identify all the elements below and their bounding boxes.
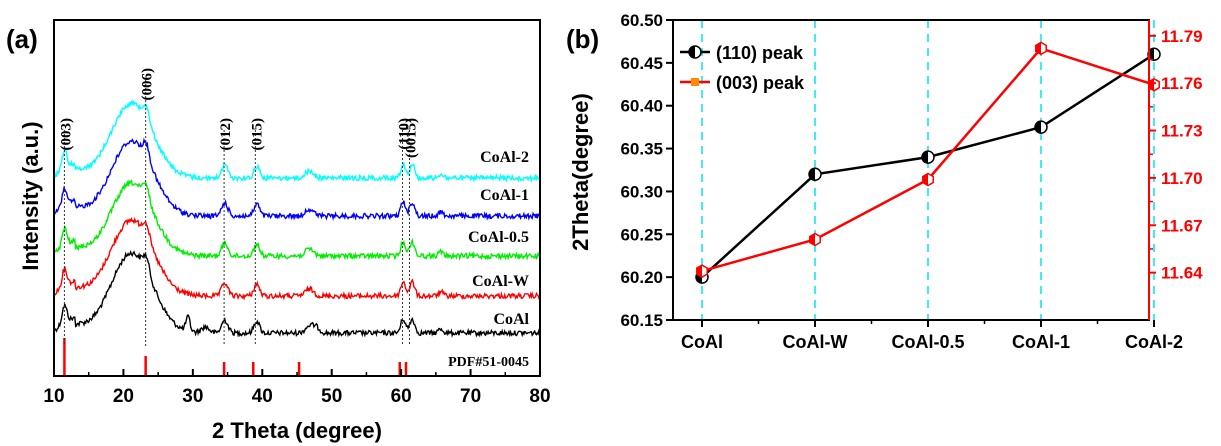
point-003-half [696,265,702,278]
x-tick-label-a: 40 [252,386,273,407]
peak-series [695,41,1161,284]
plot-frame-b [672,19,1150,321]
y-axis-ticks-left: 60.15 60.20 60.25 60.30 60.35 60.40 60.45 60.50 [620,11,673,330]
y-tick-label-left: 60.25 [620,225,663,244]
panel-b-label: (b) [566,24,599,54]
xrd-curve-CoAl-1 [53,137,541,221]
point-110-half [1035,121,1041,134]
x-axis-ticks-a: 10 20 30 40 50 60 70 80 [43,369,551,407]
legend-marker-110-half [689,46,695,58]
y-tick-label-right: 11.76 [1161,74,1203,93]
x-axis-label-a: 2 Theta (degree) [212,418,382,443]
pdf-reference-lines [63,338,408,376]
y-tick-label-left: 60.35 [620,140,663,159]
x-category-label: CoAl-W [783,332,848,352]
panel-a-label: (a) [6,24,38,54]
peak-label: (0015) [403,118,419,158]
sample-label: CoAl-0.5 [468,229,529,246]
y-tick-label-left: 60.45 [620,54,663,73]
y-tick-label-left: 60.50 [620,11,663,30]
peak-markers: (003) (006) (012) (015) (110)(0015) [58,68,419,346]
legend-label-110: (110) peak [716,43,804,63]
sample-label: CoAl [493,311,529,328]
y-axis-label-a: Intensity (a.u.) [18,121,43,270]
point-110-half [809,168,815,181]
legend-label-003: (003) peak [716,73,805,93]
x-category-label: CoAl-0.5 [891,332,964,352]
point-003-half [1035,42,1041,55]
y-tick-label-right: 11.67 [1161,216,1203,235]
sample-label: CoAl-2 [480,149,529,166]
xrd-curve-CoAl-0.5 [53,178,541,262]
y-axis-label-b: 2Theta(degree) [568,93,593,251]
x-category-label: CoAl-2 [1125,332,1183,352]
point-003-half [809,233,815,246]
y-tick-label-right: 11.73 [1161,122,1203,141]
peak-label: (110) [397,118,413,150]
panel-b-peak-shift: (b) 60.1560.2060.2560.3060.3560.4060.456… [566,11,1203,352]
plot-frame-a [53,19,541,377]
legend: (110) peak (003) peak [680,43,805,93]
point-003-half [1148,78,1154,91]
xrd-curve-CoAl [53,249,541,338]
xrd-curves [53,99,541,338]
x-tick-label-a: 20 [113,386,134,407]
point-003-half [922,173,928,186]
sample-labels: CoAl CoAl-W CoAl-0.5 CoAl-1 CoAl-2 [468,149,529,328]
panel-a-xrd: (a) (003) (006) (012) (015) (110)(0015) CoAl… [6,19,551,443]
y-tick-label-left: 60.30 [620,182,663,201]
category-guide-lines [701,20,1155,320]
pdf-label: PDF#51-0045 [448,355,529,370]
y-tick-label-left: 60.40 [620,97,663,116]
x-tick-label-a: 10 [43,386,64,407]
x-tick-label-a: 30 [182,386,203,407]
legend-marker-003 [691,78,699,86]
sample-label: CoAl-1 [480,187,529,204]
peak-label: (012) [218,118,234,151]
x-tick-label-a: 50 [321,386,342,407]
x-tick-label-a: 70 [460,386,481,407]
y-axis-ticks-right: 11.64 11.67 11.70 11.73 11.76 11.79 [1149,27,1203,283]
y-tick-label-left: 60.20 [620,268,663,287]
point-110-half [922,151,928,164]
y-tick-label-left: 60.15 [620,311,663,330]
x-category-label: CoAl-1 [1012,332,1070,352]
peak-label: (006) [140,68,156,101]
x-tick-label-a: 60 [391,386,412,407]
y-tick-label-right: 11.70 [1161,169,1203,188]
xrd-curve-CoAl-W [53,216,541,301]
xrd-curve-CoAl-2 [53,99,541,184]
peak-label: (015) [249,118,265,151]
y-tick-label-right: 11.79 [1161,27,1203,46]
y-tick-label-right: 11.64 [1161,264,1203,283]
x-axis-categories-b: CoAl CoAl-W CoAl-0.5 CoAl-1 CoAl-2 [681,320,1183,352]
x-tick-label-a: 80 [529,386,550,407]
peak-label: (003) [58,118,74,151]
sample-label: CoAl-W [472,273,529,290]
x-category-label: CoAl [681,332,723,352]
